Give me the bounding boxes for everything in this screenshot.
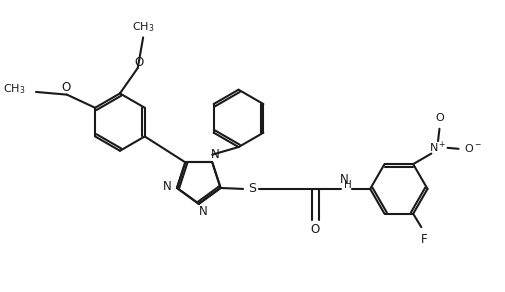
Text: N: N: [211, 148, 220, 161]
Text: O: O: [134, 56, 143, 69]
Text: H: H: [343, 180, 351, 190]
Text: N: N: [339, 173, 347, 186]
Text: S: S: [247, 182, 255, 195]
Text: O$^-$: O$^-$: [463, 142, 481, 154]
Text: O: O: [61, 81, 71, 94]
Text: CH$_3$: CH$_3$: [3, 83, 25, 96]
Text: O: O: [310, 223, 319, 236]
Text: N: N: [163, 180, 171, 193]
Text: F: F: [420, 233, 427, 246]
Text: N: N: [199, 206, 208, 218]
Text: CH$_3$: CH$_3$: [132, 20, 154, 34]
Text: N$^+$: N$^+$: [428, 140, 446, 156]
Text: O: O: [434, 113, 443, 123]
